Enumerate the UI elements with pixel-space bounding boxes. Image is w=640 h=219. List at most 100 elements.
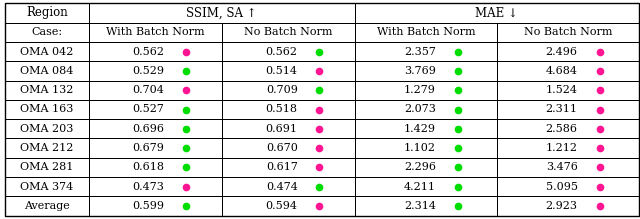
Text: OMA 281: OMA 281 bbox=[20, 162, 74, 172]
Bar bbox=[89, 23, 222, 42]
Bar bbox=[5, 61, 89, 81]
Text: 0.709: 0.709 bbox=[266, 85, 298, 95]
Text: OMA 212: OMA 212 bbox=[20, 143, 74, 153]
Bar bbox=[5, 100, 89, 119]
Bar bbox=[497, 138, 639, 158]
Text: 4.684: 4.684 bbox=[546, 66, 578, 76]
Bar bbox=[355, 61, 497, 81]
Bar bbox=[355, 158, 497, 177]
Text: 2.296: 2.296 bbox=[404, 162, 436, 172]
Bar bbox=[355, 177, 497, 196]
Bar bbox=[89, 100, 222, 119]
Text: 2.586: 2.586 bbox=[546, 124, 578, 134]
Bar bbox=[5, 81, 89, 100]
Bar bbox=[355, 100, 497, 119]
Text: 0.527: 0.527 bbox=[132, 104, 164, 115]
Bar bbox=[89, 81, 222, 100]
Text: 2.073: 2.073 bbox=[404, 104, 436, 115]
Text: 0.594: 0.594 bbox=[266, 201, 298, 211]
Text: With Batch Norm: With Batch Norm bbox=[106, 27, 205, 37]
Text: OMA 084: OMA 084 bbox=[20, 66, 74, 76]
Text: 2.496: 2.496 bbox=[546, 47, 578, 57]
Text: Average: Average bbox=[24, 201, 70, 211]
Bar bbox=[497, 177, 639, 196]
Text: OMA 203: OMA 203 bbox=[20, 124, 74, 134]
Bar bbox=[222, 138, 355, 158]
Text: SSIM, SA ↑: SSIM, SA ↑ bbox=[186, 6, 257, 19]
Text: 5.095: 5.095 bbox=[546, 182, 578, 192]
Text: 0.704: 0.704 bbox=[132, 85, 164, 95]
Bar bbox=[355, 119, 497, 138]
Bar bbox=[5, 177, 89, 196]
Text: 0.617: 0.617 bbox=[266, 162, 298, 172]
Text: OMA 374: OMA 374 bbox=[20, 182, 74, 192]
Bar bbox=[355, 138, 497, 158]
Bar bbox=[5, 42, 89, 61]
Bar bbox=[5, 158, 89, 177]
Bar bbox=[497, 196, 639, 216]
Text: With Batch Norm: With Batch Norm bbox=[376, 27, 475, 37]
Bar bbox=[355, 196, 497, 216]
Text: 0.474: 0.474 bbox=[266, 182, 298, 192]
Text: 2.314: 2.314 bbox=[404, 201, 436, 211]
Bar bbox=[89, 158, 222, 177]
Text: 1.429: 1.429 bbox=[404, 124, 436, 134]
Text: 1.279: 1.279 bbox=[404, 85, 436, 95]
Bar bbox=[497, 23, 639, 42]
Bar bbox=[89, 177, 222, 196]
Text: 0.529: 0.529 bbox=[132, 66, 164, 76]
Bar bbox=[355, 81, 497, 100]
Bar bbox=[5, 23, 89, 42]
Bar bbox=[89, 196, 222, 216]
Bar bbox=[222, 158, 355, 177]
Bar bbox=[355, 3, 639, 23]
Bar bbox=[222, 196, 355, 216]
Bar bbox=[5, 138, 89, 158]
Bar bbox=[222, 81, 355, 100]
Bar bbox=[497, 100, 639, 119]
Bar bbox=[497, 158, 639, 177]
Text: 2.357: 2.357 bbox=[404, 47, 436, 57]
Bar bbox=[497, 42, 639, 61]
Text: 0.670: 0.670 bbox=[266, 143, 298, 153]
Bar bbox=[89, 138, 222, 158]
Text: Case:: Case: bbox=[31, 27, 63, 37]
Bar bbox=[222, 177, 355, 196]
Text: OMA 132: OMA 132 bbox=[20, 85, 74, 95]
Bar bbox=[222, 23, 355, 42]
Bar bbox=[355, 42, 497, 61]
Text: 1.102: 1.102 bbox=[404, 143, 436, 153]
Bar bbox=[5, 3, 89, 23]
Text: 0.691: 0.691 bbox=[266, 124, 298, 134]
Text: 1.212: 1.212 bbox=[546, 143, 578, 153]
Bar bbox=[222, 61, 355, 81]
Text: No Batch Norm: No Batch Norm bbox=[524, 27, 612, 37]
Text: 2.311: 2.311 bbox=[546, 104, 578, 115]
Bar bbox=[89, 119, 222, 138]
Bar bbox=[355, 23, 497, 42]
Text: OMA 163: OMA 163 bbox=[20, 104, 74, 115]
Text: 0.473: 0.473 bbox=[132, 182, 164, 192]
Text: 2.923: 2.923 bbox=[546, 201, 578, 211]
Text: OMA 042: OMA 042 bbox=[20, 47, 74, 57]
Bar bbox=[5, 196, 89, 216]
Text: 3.769: 3.769 bbox=[404, 66, 436, 76]
Bar bbox=[497, 61, 639, 81]
Bar bbox=[497, 81, 639, 100]
Bar bbox=[222, 119, 355, 138]
Text: 4.211: 4.211 bbox=[404, 182, 436, 192]
Text: 0.514: 0.514 bbox=[266, 66, 298, 76]
Text: MAE ↓: MAE ↓ bbox=[476, 6, 518, 19]
Bar bbox=[89, 61, 222, 81]
Bar bbox=[222, 42, 355, 61]
Text: 0.518: 0.518 bbox=[266, 104, 298, 115]
Bar bbox=[497, 119, 639, 138]
Text: 0.599: 0.599 bbox=[132, 201, 164, 211]
Text: 0.679: 0.679 bbox=[132, 143, 164, 153]
Bar bbox=[89, 42, 222, 61]
Text: 0.618: 0.618 bbox=[132, 162, 164, 172]
Bar bbox=[5, 119, 89, 138]
Text: 1.524: 1.524 bbox=[546, 85, 578, 95]
Text: 0.696: 0.696 bbox=[132, 124, 164, 134]
Bar bbox=[89, 3, 355, 23]
